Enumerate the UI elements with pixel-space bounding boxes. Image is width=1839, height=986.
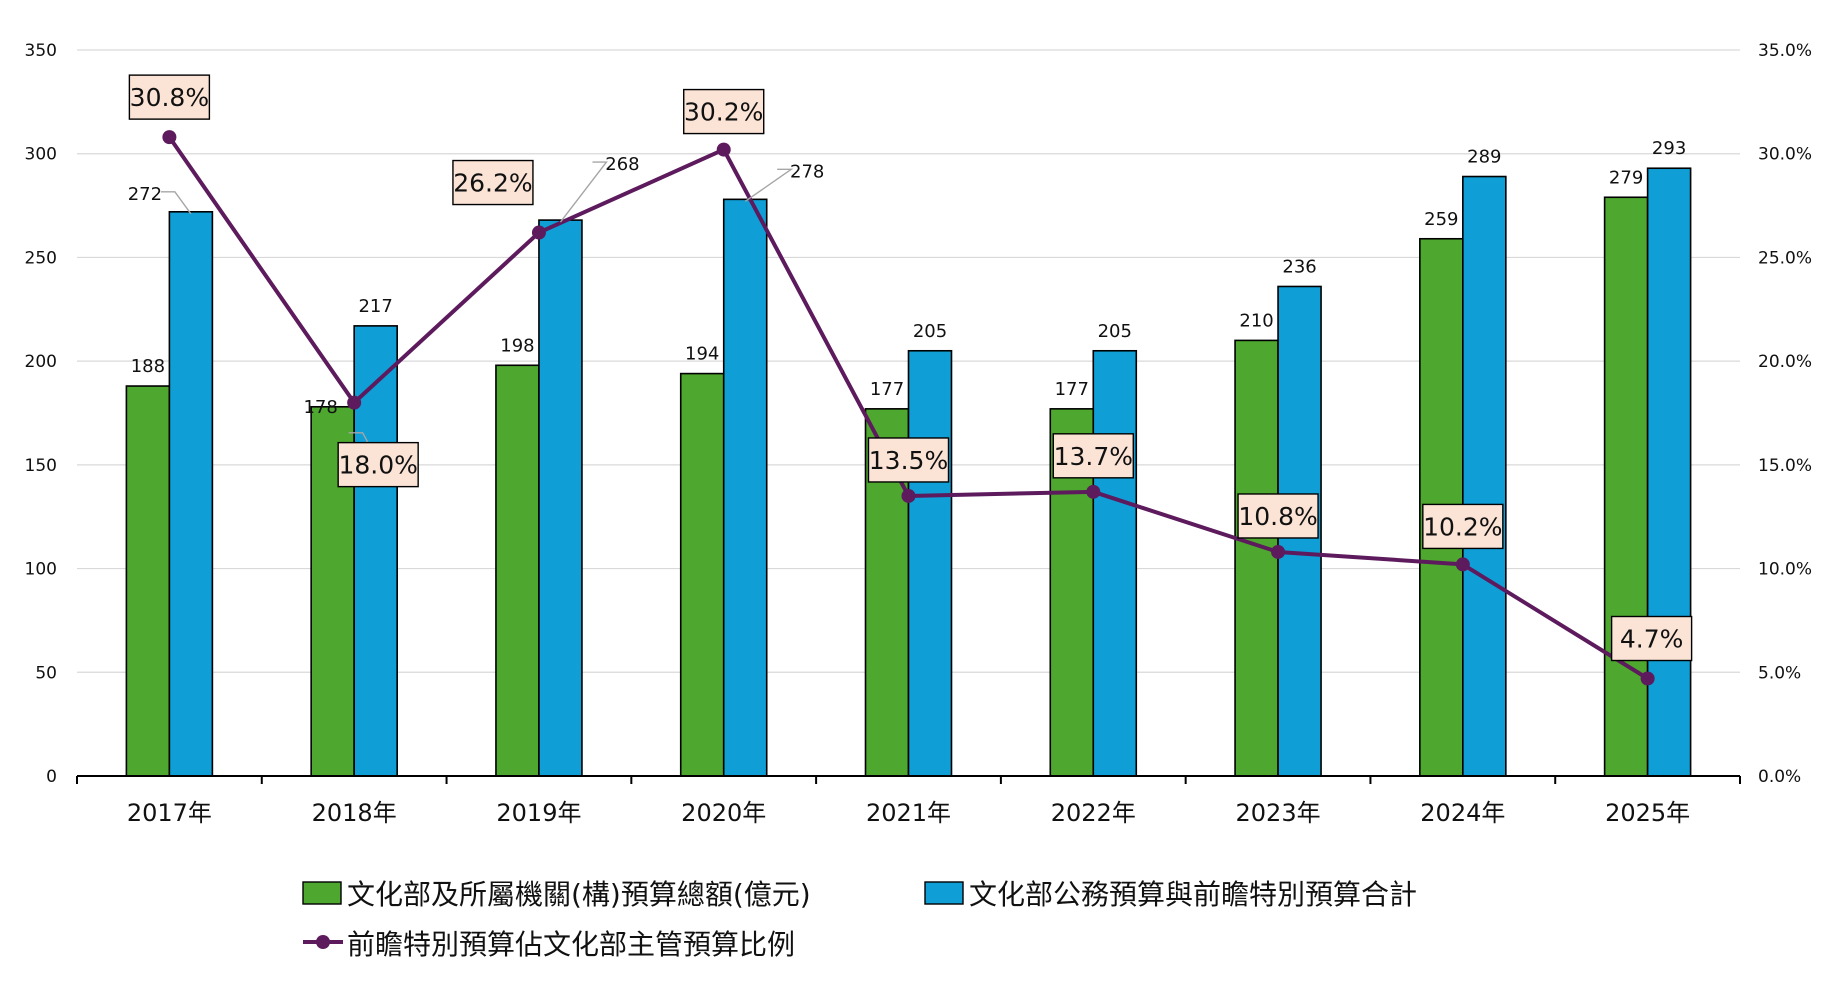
y-right-tick-label: 0.0%: [1758, 767, 1801, 787]
bar-value-label: 210: [1239, 310, 1273, 331]
bar-combined-budget: [538, 219, 583, 777]
bar-total-budget: [495, 364, 540, 777]
ratio-label: 10.8%: [1238, 502, 1317, 531]
ratio-label-box: [452, 159, 534, 206]
ratio-marker: [347, 395, 362, 410]
bar-value-label: 194: [685, 344, 719, 365]
x-tick-label: 2025年: [1605, 799, 1690, 827]
leader-line: [160, 191, 192, 215]
ratio-marker: [1640, 671, 1655, 686]
ratio-marker: [162, 130, 177, 145]
x-tick-label: 2020年: [681, 799, 766, 827]
bar-value-label: 205: [1098, 321, 1132, 342]
ratio-label: 30.8%: [130, 83, 209, 112]
ratio-label: 30.2%: [684, 98, 763, 127]
ratio-marker: [1271, 544, 1286, 559]
ratio-label-box: [337, 441, 419, 488]
y-left-tick-label: 250: [25, 248, 57, 268]
ratio-marker: [1086, 484, 1101, 499]
ratio-label-box: [867, 437, 950, 483]
ratio-marker: [716, 142, 731, 157]
ratio-label-box: [1052, 433, 1134, 479]
ratio-label-box: [128, 74, 211, 120]
x-tick-label: 2021年: [866, 799, 951, 827]
y-left-tick-label: 200: [25, 352, 57, 372]
bar-value-label: 259: [1424, 209, 1458, 230]
bar-combined-budget: [1462, 175, 1507, 777]
leader-line: [744, 168, 794, 202]
bar-layer: [125, 167, 1692, 777]
leader-line: [559, 161, 608, 223]
bar-total-budget: [679, 372, 725, 777]
y-left-tick-label: 50: [35, 663, 57, 683]
bar-value-label: 188: [131, 356, 165, 377]
y-left-tick-label: 300: [25, 145, 57, 165]
bar-value-label: 293: [1652, 138, 1686, 159]
x-tick-label: 2018年: [312, 799, 397, 827]
legend-marker: [316, 935, 330, 949]
ratio-label: 26.2%: [453, 169, 532, 198]
ratio-label: 13.5%: [869, 446, 948, 475]
bar-value-label: 178: [303, 397, 337, 418]
x-tick-label: 2024年: [1420, 799, 1505, 827]
ratio-label: 4.7%: [1620, 625, 1684, 654]
bar-value-label: 279: [1609, 167, 1643, 188]
y-right-tick-label: 20.0%: [1758, 352, 1812, 372]
ratio-label-box: [1237, 493, 1319, 539]
y-left-tick-label: 100: [25, 560, 57, 580]
bar-total-budget: [125, 385, 171, 777]
legend-swatch: [924, 881, 964, 905]
bar-total-budget: [1603, 196, 1649, 777]
y-right-tick-label: 15.0%: [1758, 456, 1812, 476]
y-left-tick-label: 150: [25, 456, 57, 476]
bar-combined-budget: [907, 349, 953, 777]
ratio-marker: [1455, 557, 1470, 572]
bar-value-label: 177: [870, 379, 904, 400]
y-right-tick-label: 10.0%: [1758, 560, 1812, 580]
y-right-tick-label: 5.0%: [1758, 663, 1801, 683]
axis-layer: 0 50 100 150 200 250 300 350 0.0% 5.0% 10.0% 15.0% 2…: [25, 41, 1812, 827]
bar-combined-budget: [722, 198, 768, 777]
line-layer: [162, 130, 1655, 686]
y-left-tick-label: 0: [46, 767, 57, 787]
bar-value-label: 278: [790, 161, 824, 182]
x-tick-label: 2023年: [1236, 799, 1321, 827]
bar-value-label: 289: [1467, 147, 1501, 168]
bar-combined-budget: [1646, 167, 1692, 777]
x-tick-label: 2019年: [496, 799, 581, 827]
bar-combined-budget: [168, 210, 214, 777]
bar-value-label: 177: [1055, 379, 1089, 400]
legend-label: 前瞻特別預算佔文化部主管預算比例: [347, 928, 795, 961]
bar-value-label: 236: [1282, 256, 1316, 277]
x-tick-label: 2022年: [1051, 799, 1136, 827]
legend-layer: 文化部及所屬機關(構)預算總額(億元) 文化部公務預算與前瞻特別預算合計前瞻特別預…: [302, 878, 1417, 961]
bar-value-label: 217: [358, 296, 392, 317]
ratio-label: 13.7%: [1054, 442, 1133, 471]
ratio-label-box: [1610, 615, 1693, 662]
ratio-label: 18.0%: [338, 451, 417, 480]
label-layer: 188 272 178 217 198 268 194 278 177 205 177 205 210 2…: [128, 74, 1693, 662]
y-left-tick-label: 350: [25, 41, 57, 61]
legend-label: 文化部公務預算與前瞻特別預算合計: [969, 878, 1417, 911]
bar-combined-budget: [353, 325, 398, 777]
bar-combined-budget: [1092, 349, 1138, 777]
legend-label: 文化部及所屬機關(構)預算總額(億元): [347, 878, 811, 911]
bar-total-budget: [1234, 339, 1279, 777]
legend-swatch: [302, 881, 342, 905]
y-right-tick-label: 30.0%: [1758, 145, 1812, 165]
bar-value-label: 205: [913, 321, 947, 342]
ratio-label-box: [1422, 503, 1504, 550]
ratio-marker: [901, 488, 916, 503]
ratio-marker: [531, 225, 546, 240]
y-right-tick-label: 35.0%: [1758, 41, 1812, 61]
ratio-label: 10.2%: [1423, 512, 1502, 541]
y-right-tick-label: 25.0%: [1758, 248, 1812, 268]
x-tick-label: 2017年: [127, 799, 212, 827]
bar-value-label: 268: [605, 154, 639, 175]
ratio-label-box: [683, 88, 765, 135]
bar-value-label: 272: [128, 184, 162, 205]
bar-value-label: 198: [500, 335, 534, 356]
